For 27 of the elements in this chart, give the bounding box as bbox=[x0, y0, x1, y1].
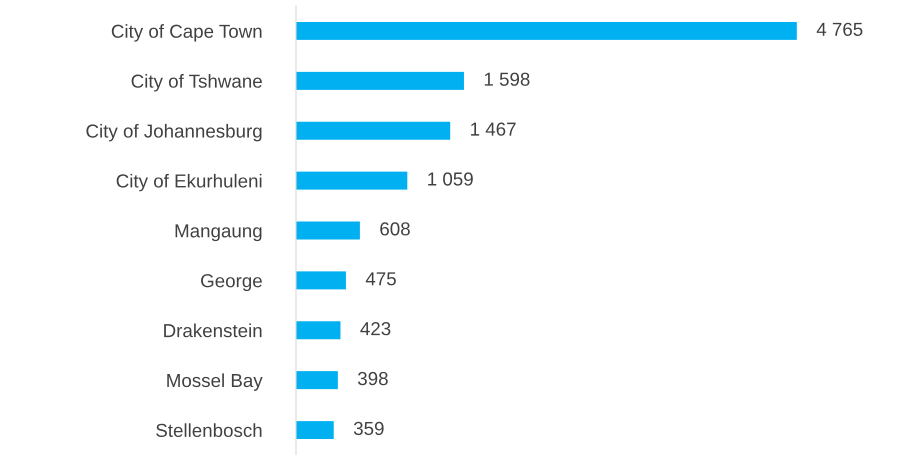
y-tick-label: City of Cape Town bbox=[112, 24, 262, 42]
bar bbox=[296, 421, 334, 440]
bar bbox=[296, 172, 408, 190]
y-tick-label: Drakenstein bbox=[164, 323, 262, 338]
y-tick-label: Stellenbosch bbox=[156, 423, 262, 438]
y-tick-label: George bbox=[201, 274, 262, 292]
y-tick-label: City of Johannesburg bbox=[86, 124, 262, 142]
y-tick-label: Mossel Bay bbox=[167, 373, 263, 391]
data-label: 423 bbox=[360, 322, 390, 336]
data-label: 475 bbox=[366, 272, 396, 286]
data-label: 359 bbox=[354, 422, 384, 436]
bar bbox=[296, 22, 797, 40]
bar bbox=[296, 72, 464, 90]
data-label: 398 bbox=[358, 372, 388, 386]
bar bbox=[296, 271, 346, 290]
y-tick-label: City of Ekurhuleni bbox=[116, 174, 262, 192]
bar bbox=[296, 321, 340, 340]
bar bbox=[296, 222, 360, 240]
data-label: 4 765 bbox=[816, 22, 862, 36]
data-label: 1 059 bbox=[428, 172, 473, 186]
data-label: 608 bbox=[380, 222, 410, 236]
data-label: 1 467 bbox=[471, 122, 516, 136]
y-tick-label: Mangaung bbox=[176, 224, 262, 242]
bar bbox=[296, 371, 338, 390]
y-tick-label: City of Tshwane bbox=[132, 74, 262, 92]
data-label: 1 598 bbox=[484, 72, 530, 86]
bar bbox=[296, 122, 450, 140]
